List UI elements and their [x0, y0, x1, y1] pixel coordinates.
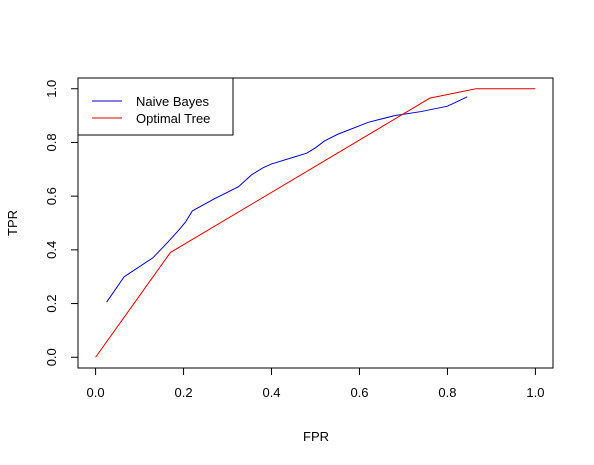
x-tick-label: 1.0 [526, 385, 544, 400]
y-tick-label: 0.4 [44, 241, 59, 259]
y-tick-label: 1.0 [44, 80, 59, 98]
y-tick-label: 0.6 [44, 187, 59, 205]
legend-box [77, 77, 234, 136]
series-line-optimal-tree [95, 88, 536, 358]
x-tick-label: 0.2 [175, 385, 193, 400]
series-lines [95, 88, 536, 358]
legend-label-optimal-tree: Optimal Tree [136, 111, 210, 126]
plot-frame [77, 77, 554, 369]
y-axis: 0.0 0.2 0.4 0.6 0.8 1.0 [44, 80, 78, 366]
legend: Naive Bayes Optimal Tree [77, 77, 234, 136]
y-tick-label: 0.0 [44, 348, 59, 366]
x-tick-label: 0.6 [350, 385, 368, 400]
x-tick-label: 0.0 [87, 385, 105, 400]
x-axis-label: FPR [303, 429, 329, 444]
y-axis-label: TPR [5, 210, 20, 236]
legend-label-naive-bayes: Naive Bayes [136, 94, 209, 109]
y-tick-label: 0.2 [44, 295, 59, 313]
x-tick-label: 0.4 [262, 385, 280, 400]
x-tick-label: 0.8 [438, 385, 456, 400]
y-tick-label: 0.8 [44, 133, 59, 151]
series-line-naive-bayes [106, 96, 468, 303]
x-axis: 0.0 0.2 0.4 0.6 0.8 1.0 [87, 368, 544, 400]
